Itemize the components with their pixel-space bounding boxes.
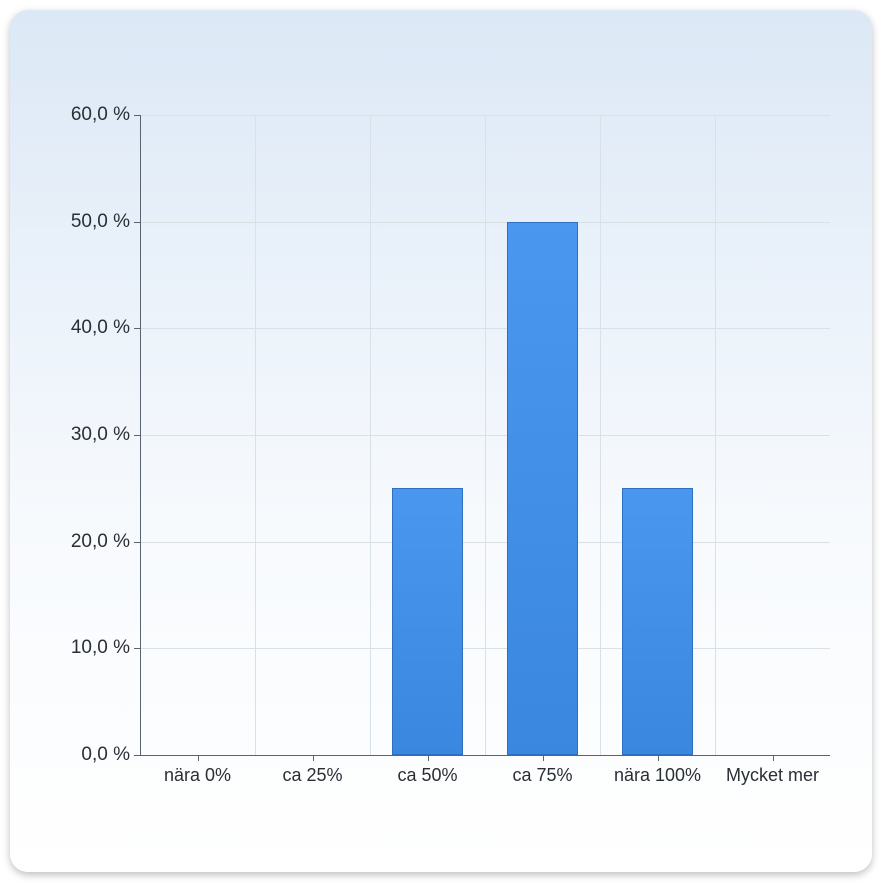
plot-area: 0,0 %10,0 %20,0 %30,0 %40,0 %50,0 %60,0 … — [140, 115, 830, 755]
y-axis-label: 10,0 % — [71, 637, 140, 659]
bar — [507, 222, 578, 755]
y-axis-label: 40,0 % — [71, 317, 140, 339]
y-axis-label: 50,0 % — [71, 211, 140, 233]
chart-card: 0,0 % 10,0 % 20,0 % 30,0 % 40,0 % 50,0 % 60,0 … — [10, 10, 872, 872]
gridline-v — [600, 115, 601, 755]
y-axis-label: 20,0 % — [71, 531, 140, 553]
gridline-v — [370, 115, 371, 755]
x-axis-line — [140, 755, 830, 756]
gridline-v — [715, 115, 716, 755]
y-axis-label: 30,0 % — [71, 424, 140, 446]
y-axis-label: 60,0 % — [71, 104, 140, 126]
bar — [392, 488, 463, 755]
gridline-v — [485, 115, 486, 755]
y-axis-label: 0,0 % — [81, 744, 140, 766]
gridline-v — [255, 115, 256, 755]
y-axis-line — [140, 115, 141, 755]
bar — [622, 488, 693, 755]
